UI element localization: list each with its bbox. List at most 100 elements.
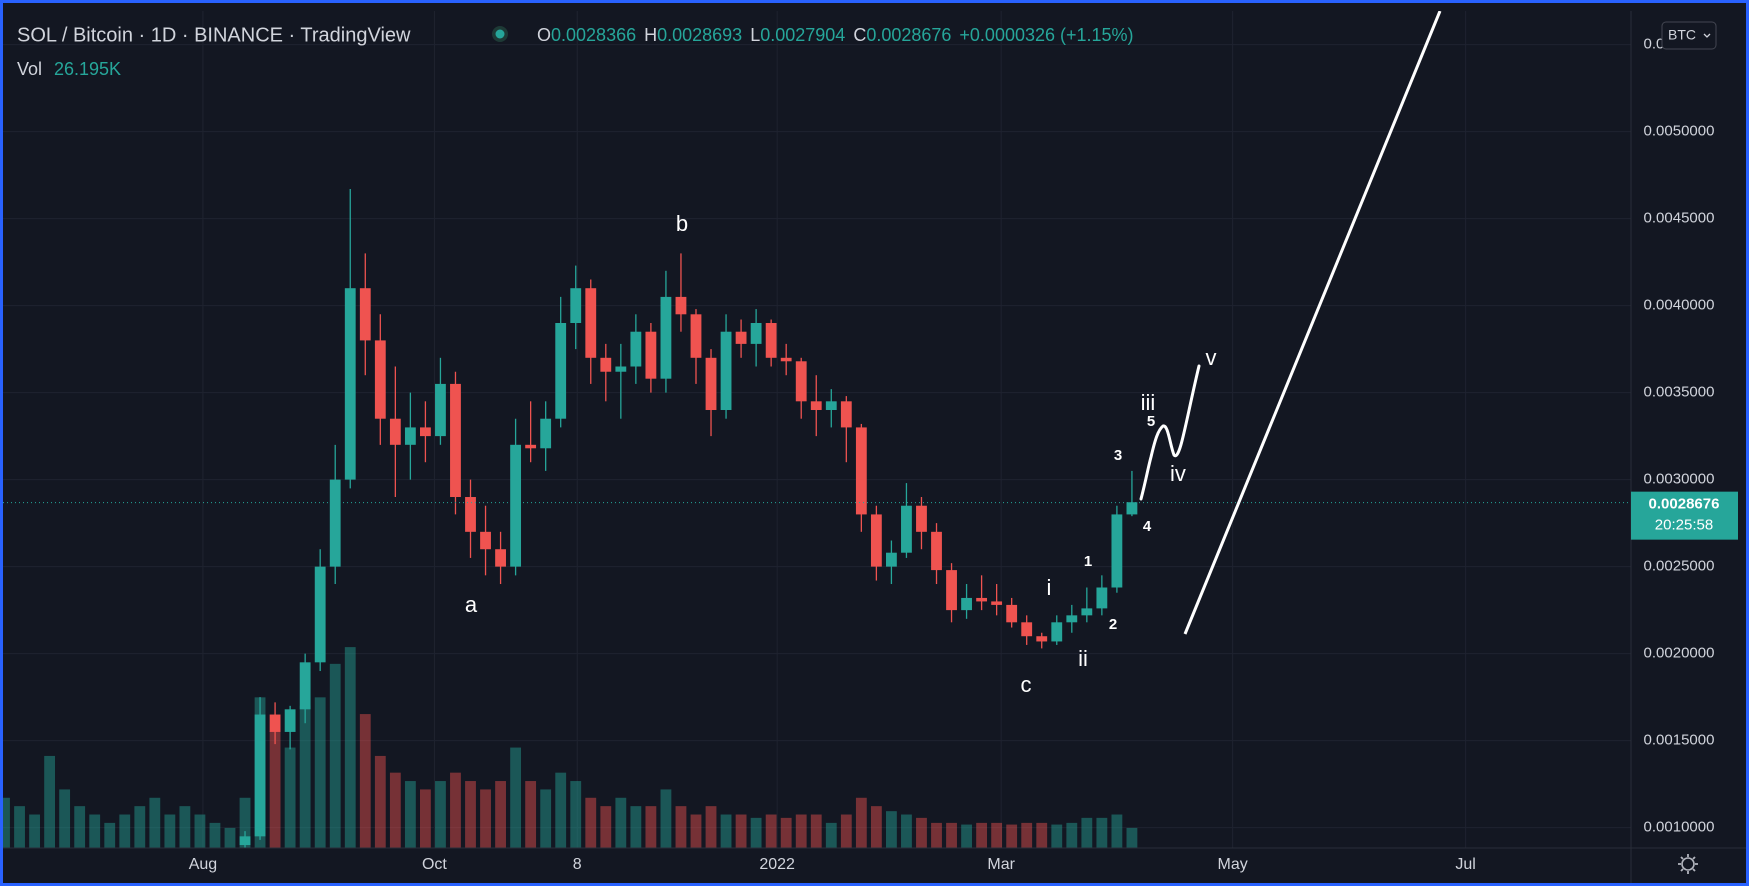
candle-body	[991, 601, 1003, 605]
volume-value: 26.195K	[54, 59, 121, 79]
candle-body	[1126, 502, 1138, 515]
candle-body	[961, 597, 972, 611]
axes: 0.0010000 0.0015000 0.0020000 0.0025000 0.00…	[189, 36, 1738, 873]
wave-label: 3	[1114, 447, 1122, 464]
candle-body	[465, 497, 476, 532]
wave-label: ii	[1078, 646, 1088, 671]
change: +0.0000326 (+1.15%)	[959, 25, 1133, 45]
y-tick-label: 0.0025000	[1644, 558, 1715, 575]
volume-bar	[705, 806, 717, 848]
candle-body	[359, 288, 371, 341]
candle-body	[435, 383, 446, 437]
volume-bar	[690, 814, 702, 848]
volume-bar	[104, 822, 116, 848]
volume-bar	[344, 647, 356, 848]
candle-body	[600, 357, 612, 372]
x-tick-label: Oct	[422, 856, 447, 873]
candle-body	[645, 331, 657, 379]
drawings	[1139, 11, 1442, 635]
settings-icon[interactable]	[1678, 854, 1698, 874]
wave-label: c	[1021, 672, 1032, 697]
candle-body	[705, 357, 717, 411]
candle-body	[450, 383, 461, 498]
volume-bar	[976, 822, 988, 848]
y-tick-label: 0.0015000	[1644, 732, 1715, 749]
wave-label: iv	[1170, 461, 1186, 486]
volume-bar	[179, 806, 191, 848]
candle-body	[690, 314, 702, 358]
candle-body	[750, 323, 762, 344]
volume-bar	[916, 817, 927, 848]
x-tick-label: 2022	[759, 856, 795, 873]
wave-projection	[1139, 364, 1201, 501]
volume-bar	[495, 781, 506, 848]
volume-bar	[630, 806, 642, 848]
candle-body	[374, 340, 386, 419]
wave-label: 4	[1143, 518, 1152, 535]
ohlc-legend: O0.0028366 H0.0028693 L0.0027904 C0.0028676…	[537, 25, 1134, 45]
volume-bar	[931, 822, 942, 848]
volume-bar	[1096, 817, 1108, 848]
volume-bar	[570, 781, 582, 848]
currency-button[interactable]	[1661, 21, 1717, 50]
volume-bar	[74, 806, 86, 848]
volume-bar	[450, 772, 461, 848]
volume-bar	[329, 663, 341, 848]
candle-body	[404, 427, 416, 445]
candle-body	[329, 479, 341, 567]
volume-bar	[1081, 817, 1093, 848]
candle-body	[720, 331, 732, 411]
volume-bar	[224, 827, 236, 848]
volume-bar	[645, 806, 657, 848]
volume-bar	[555, 772, 567, 848]
volume-bar	[435, 781, 446, 848]
ohlc-key: C	[853, 25, 866, 45]
price-tag-countdown: 20:25:58	[1655, 517, 1713, 534]
candle-body	[946, 570, 957, 611]
candle-body	[825, 401, 837, 411]
volume-bar	[810, 814, 822, 848]
volume-bar	[14, 806, 25, 848]
price-tag	[1631, 491, 1738, 540]
candle-body	[585, 288, 597, 358]
candle-body	[389, 418, 401, 445]
volume-bar	[885, 811, 897, 848]
volume-bar	[675, 806, 687, 848]
currency-label[interactable]: BTC	[1668, 27, 1696, 43]
candle-body	[299, 662, 311, 710]
candle-body	[419, 427, 431, 437]
volume-bar	[29, 814, 40, 848]
volume-bar	[660, 789, 672, 848]
candle-body	[630, 331, 642, 367]
x-tick-label: Mar	[987, 856, 1015, 873]
status-dot	[495, 29, 505, 39]
volume-bar	[720, 814, 732, 848]
candle-body	[314, 566, 326, 663]
volume-bar	[780, 817, 792, 848]
ohlc-value: 0.0027904	[760, 25, 845, 45]
ohlc-value: 0.0028693	[657, 25, 742, 45]
volume-bar	[765, 814, 777, 848]
volume-bar	[359, 714, 371, 848]
candle-body	[1051, 622, 1063, 642]
wave-label: b	[676, 211, 688, 236]
ohlc-key: O	[537, 25, 551, 45]
candle-body	[976, 597, 988, 602]
volume-bar	[269, 730, 281, 848]
volume-bar	[585, 797, 597, 848]
candle-body	[555, 323, 567, 419]
volume-bar	[134, 806, 146, 848]
ohlc-value: 0.0028366	[551, 25, 636, 45]
dropdown-caret[interactable]	[1703, 33, 1711, 38]
candle-body	[525, 444, 537, 449]
volume-bar	[510, 747, 522, 848]
candle-body	[931, 531, 942, 571]
candle-body	[344, 288, 356, 480]
candle-body	[780, 357, 792, 362]
volume-bar	[1006, 824, 1018, 848]
volume-bar	[119, 814, 131, 848]
candle-body	[810, 401, 822, 411]
x-tick-label: Aug	[189, 856, 217, 873]
